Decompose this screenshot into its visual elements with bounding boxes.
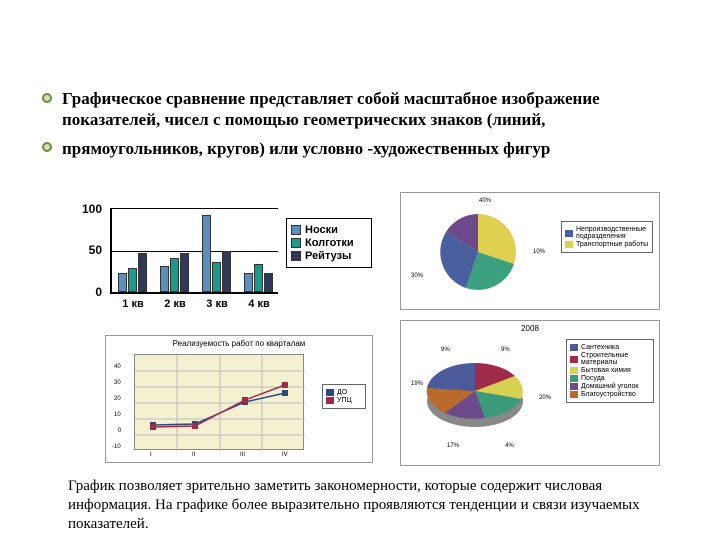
heading-line-2: прямоугольников, кругов) или условно -ху… xyxy=(62,138,682,159)
bar-xlabel-2: 2 кв xyxy=(158,298,192,310)
bar-legend-3: Рейтузы xyxy=(305,250,351,262)
pie2-legend: Сантехника Строительные материалы Бытова… xyxy=(566,339,654,403)
line-plot xyxy=(134,354,304,450)
pie2-svg xyxy=(415,347,545,447)
bar-xlabel-1: 1 кв xyxy=(116,298,150,310)
bar-legend-1: Носки xyxy=(305,224,338,236)
bar-xlabel-3: 3 кв xyxy=(200,298,234,310)
bar-ytick-0: 0 xyxy=(62,285,102,299)
heading-line-1: Графическое сравнение представляет собой… xyxy=(62,88,682,131)
pie1-label: 30% xyxy=(411,273,423,279)
bar-legend: Носки Колготки Рейтузы xyxy=(286,218,372,268)
bar-ytick-50: 50 xyxy=(62,243,102,257)
bullet-icon xyxy=(42,142,52,152)
pie2-title: 2008 xyxy=(401,324,659,333)
bar-chart: 100 50 0 1 кв 2 кв 3 кв 4 кв Носки xyxy=(62,200,372,330)
pie-chart-2: 2008 19% 9% 9% 17% 4% 20% Сантехника Стр… xyxy=(400,320,660,466)
bar-xlabel-4: 4 кв xyxy=(242,298,276,310)
pie1-label: 10% xyxy=(533,249,545,255)
bar-ytick-100: 100 xyxy=(62,202,102,216)
bullet-icon xyxy=(42,93,52,103)
bar-axes xyxy=(110,208,278,294)
pie1-svg xyxy=(423,202,543,302)
line-chart: Реализуемость работ по кварталам -10 0 1… xyxy=(105,335,373,463)
line-legend: ДО УПЦ xyxy=(322,384,366,409)
line-title: Реализуемость работ по кварталам xyxy=(106,339,372,348)
footer-paragraph: График позволяет зрительно заметить зако… xyxy=(68,477,668,533)
bar-legend-2: Колготки xyxy=(305,237,354,249)
pie1-legend: Непроизводственные подразделения Транспо… xyxy=(561,221,653,253)
pie1-label: 40% xyxy=(479,198,491,204)
pie-chart-1: 40% 10% 30% Непроизводственные подраздел… xyxy=(400,192,660,310)
